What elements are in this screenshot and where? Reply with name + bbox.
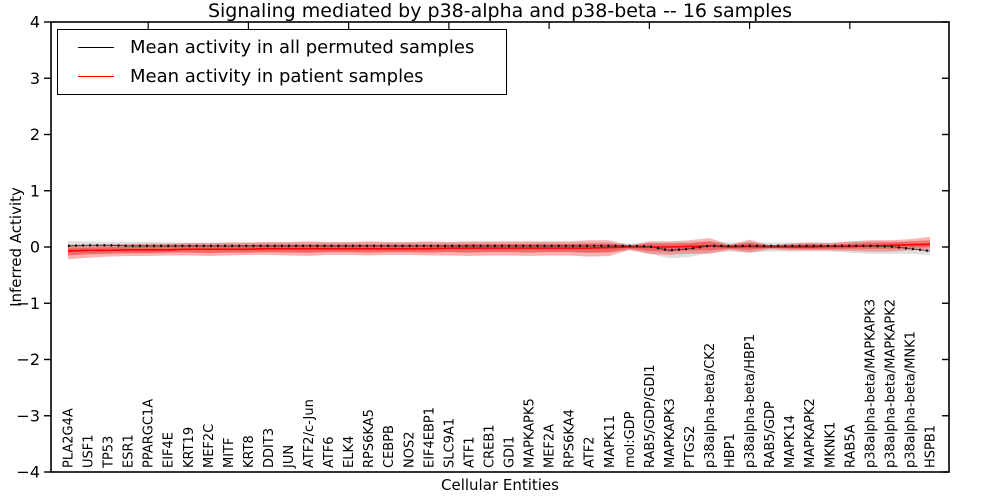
entity-label: PLA2G4A	[62, 408, 77, 468]
legend-box: Mean activity in all permuted samples Me…	[57, 29, 507, 95]
legend-entry-patient: Mean activity in patient samples	[78, 66, 506, 87]
entity-label: NOS2	[402, 432, 417, 468]
x-axis-label: Cellular Entities	[441, 476, 559, 494]
entity-label: ELK4	[342, 436, 357, 468]
entity-label: MEF2C	[202, 424, 217, 468]
entity-label: MEF2A	[543, 424, 558, 468]
entity-label: CREB1	[482, 424, 497, 468]
y-tick-label: 3	[30, 69, 40, 88]
red-line-sample-icon	[78, 75, 114, 77]
legend-label-patient: Mean activity in patient samples	[130, 65, 424, 87]
entity-label: GDI1	[503, 436, 518, 468]
y-tick-label: 4	[30, 13, 40, 32]
x-axis-top-ticks	[147, 22, 851, 29]
entity-label: ESR1	[122, 434, 137, 468]
y-tick-label: −3	[16, 406, 40, 425]
entity-label: p38alpha-beta/MAPKAPK3	[863, 299, 878, 468]
entity-label: RAB5/GDP/GDI1	[643, 365, 658, 468]
chart-title: Signaling mediated by p38-alpha and p38-…	[207, 0, 793, 22]
entity-label: KRT19	[182, 427, 197, 468]
entity-label: MAPKAPK5	[523, 398, 538, 468]
entity-label: SLC9A1	[442, 418, 457, 468]
entity-label: DDIT3	[262, 428, 277, 468]
entity-label: MKNK1	[823, 422, 838, 468]
entity-label: ATF2/c-Jun	[302, 399, 317, 468]
legend-label-permuted: Mean activity in all permuted samples	[130, 37, 475, 59]
y-axis-ticks: −4 −3 −2 −1 0 1 2 3 4	[16, 13, 949, 482]
entity-label: ATF2	[583, 436, 598, 468]
entity-label: RAB5A	[843, 424, 858, 468]
entity-label: CEBPB	[382, 425, 397, 468]
y-tick-label: −4	[16, 463, 40, 482]
entity-label: JUN	[282, 445, 297, 469]
entity-label: KRT8	[242, 435, 257, 468]
y-tick-label: −1	[16, 294, 40, 313]
entity-label: TP53	[102, 436, 117, 469]
entity-label: EIF4E	[162, 432, 177, 468]
entity-label: ATF6	[322, 436, 337, 468]
y-tick-label: −2	[16, 350, 40, 369]
patient-mean-line	[67, 243, 931, 252]
entity-label: RAB5/GDP	[763, 401, 778, 468]
entity-label: mol:GDP	[623, 411, 638, 468]
entity-label: PTGS2	[683, 426, 698, 468]
entity-label: p38alpha-beta/MNK1	[903, 331, 918, 468]
entity-label: MAPK11	[603, 415, 618, 468]
entity-label: p38alpha-beta/HBP1	[743, 334, 758, 468]
entity-label: RPS6KA5	[362, 409, 377, 468]
y-axis-label: Inferred Activity	[7, 187, 25, 307]
y-tick-label: 0	[30, 238, 40, 257]
y-tick-label: 1	[30, 181, 40, 200]
entity-label: MAPKAPK2	[803, 398, 818, 468]
x-entity-labels: PLA2G4A USF1 TP53 ESR1 PPARGC1A EIF4E KRT19 MEF…	[62, 299, 939, 469]
entity-label: EIF4EBP1	[422, 407, 437, 468]
entity-label: p38alpha-beta/MAPKAPK2	[883, 299, 898, 468]
black-line-sample-icon	[78, 47, 114, 49]
entity-label: ATF1	[462, 436, 477, 468]
entity-label: p38alpha-beta/CK2	[703, 343, 718, 468]
entity-label: PPARGC1A	[142, 399, 157, 468]
entity-label: MITF	[222, 438, 237, 468]
entity-label: MAPK14	[783, 415, 798, 468]
y-tick-label: 2	[30, 125, 40, 144]
entity-label: HBP1	[723, 433, 738, 468]
entity-label: RPS6KA4	[563, 409, 578, 468]
entity-label: USF1	[82, 434, 97, 468]
legend-entry-permuted: Mean activity in all permuted samples	[78, 37, 506, 58]
permuted-mean-line-dots	[67, 244, 931, 253]
entity-label: HSPB1	[924, 425, 939, 468]
entity-label: MAPKAPK3	[663, 398, 678, 468]
